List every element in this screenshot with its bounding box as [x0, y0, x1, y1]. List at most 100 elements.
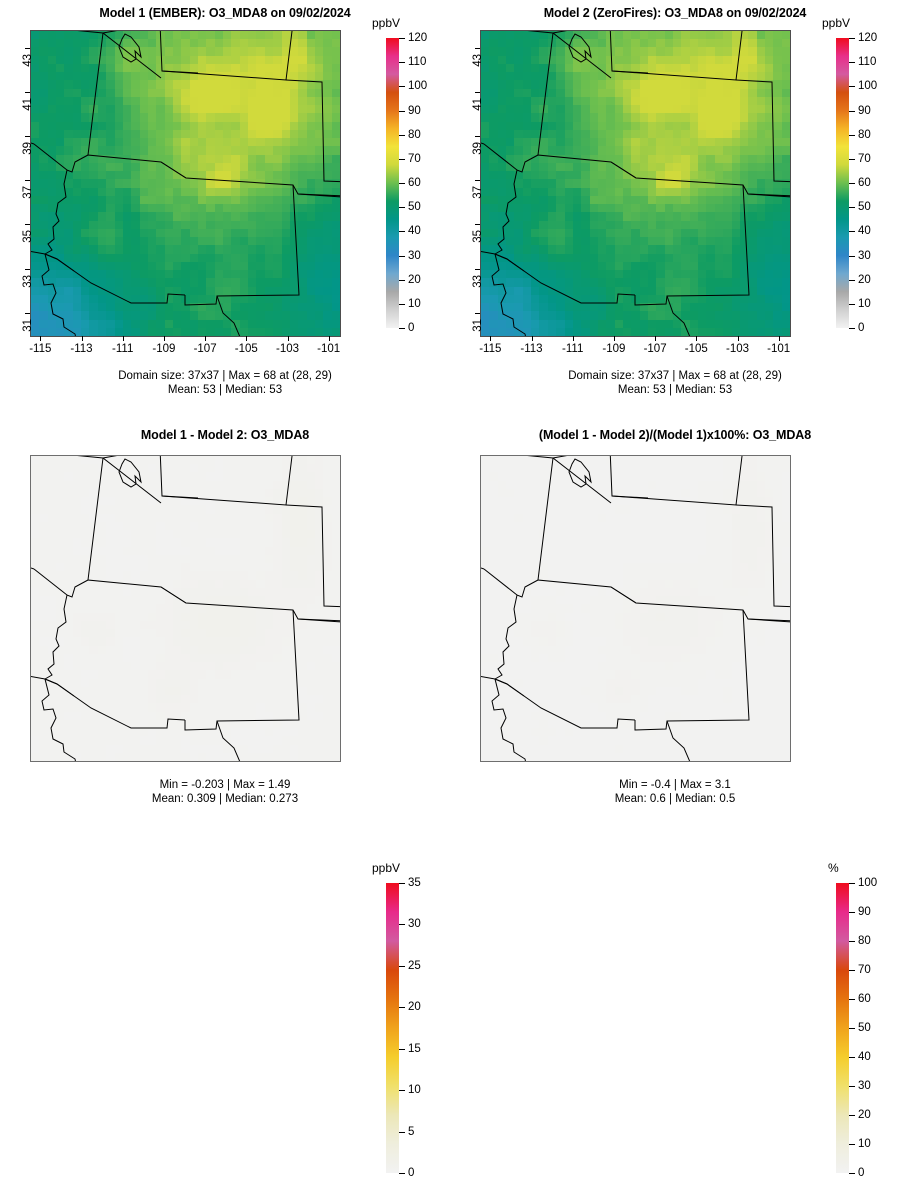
raster-cell [147, 319, 157, 328]
raster-cell [72, 662, 82, 671]
raster-cell [189, 319, 199, 328]
raster-cell [56, 736, 65, 745]
raster-cell [106, 237, 115, 246]
raster-cell [764, 554, 774, 564]
raster-cell [81, 204, 90, 213]
raster-cell [139, 546, 148, 555]
raster-cell [589, 612, 598, 621]
raster-cell [64, 327, 73, 336]
raster-cell [72, 96, 82, 106]
colorbar-tick-label: 90 [408, 104, 421, 117]
raster-cell [748, 554, 757, 564]
raster-cell [748, 47, 757, 56]
raster-cell [39, 629, 48, 638]
raster-cell [739, 212, 749, 221]
map-model2[interactable] [480, 30, 791, 337]
raster-cell [764, 464, 774, 473]
raster-cell [147, 286, 157, 295]
raster-cell [114, 645, 123, 654]
raster-cell [139, 212, 148, 221]
raster-cell [273, 629, 282, 638]
raster-cell [214, 319, 224, 328]
raster-cell [698, 212, 707, 221]
panel-difference: Model 1 - Model 2: O3_MDA8 [0, 420, 450, 1179]
raster-cell [764, 303, 774, 312]
raster-cell [81, 261, 90, 271]
map-model1[interactable] [30, 30, 341, 337]
raster-cell [106, 563, 115, 572]
colorbar-tick-label: 20 [858, 273, 871, 286]
raster-cell [81, 72, 90, 81]
raster-cell [206, 80, 215, 89]
raster-cell [614, 212, 623, 221]
raster-cell [514, 55, 523, 64]
raster-cell [331, 303, 340, 312]
raster-cell [531, 538, 540, 547]
raster-cell [206, 464, 215, 473]
raster-cell [323, 303, 332, 312]
raster-cell [314, 703, 324, 712]
raster-cell [47, 278, 57, 287]
raster-cell [756, 488, 765, 498]
raster-cell [564, 195, 573, 205]
raster-cell [223, 678, 232, 687]
raster-cell [223, 497, 232, 506]
raster-cell [514, 563, 523, 572]
raster-cell [773, 456, 782, 465]
raster-cell [547, 521, 557, 531]
raster-cell [273, 596, 282, 605]
map-percent-difference[interactable] [480, 455, 791, 762]
raster-cell [323, 261, 332, 271]
raster-cell [648, 456, 657, 465]
raster-cell [664, 162, 674, 172]
raster-cell [506, 88, 515, 97]
raster-cell [281, 162, 290, 172]
raster-cell [698, 579, 707, 588]
raster-cell [522, 129, 532, 139]
raster-cell [664, 327, 674, 336]
raster-cell [56, 554, 65, 564]
raster-cell [681, 513, 690, 522]
raster-cell [256, 670, 265, 679]
raster-cell [781, 195, 790, 205]
raster-cell [131, 303, 140, 312]
raster-cell [506, 47, 515, 56]
raster-cell [723, 228, 732, 238]
raster-cell [648, 228, 657, 238]
raster-cell [547, 55, 557, 64]
raster-cell [97, 530, 107, 539]
raster-cell [72, 530, 82, 539]
raster-cell [248, 546, 257, 555]
raster-cell [31, 719, 40, 729]
raster-cell [56, 579, 65, 588]
raster-cell [214, 686, 224, 696]
raster-cell [714, 488, 724, 498]
raster-cell [597, 286, 607, 295]
raster-cell [106, 513, 115, 522]
raster-cell [273, 278, 282, 287]
raster-cell [231, 604, 240, 613]
map-difference[interactable] [30, 455, 341, 762]
raster-cell [656, 521, 665, 531]
raster-cell [331, 670, 340, 679]
raster-cell [198, 121, 207, 130]
raster-cell [323, 464, 332, 473]
raster-cell [323, 612, 332, 621]
raster-cell [223, 72, 232, 81]
raster-cell [564, 596, 573, 605]
raster-cell [323, 670, 332, 679]
raster-cell [64, 138, 73, 147]
raster-cell [106, 138, 115, 147]
raster-cell [539, 179, 548, 188]
raster-cell [81, 736, 90, 745]
raster-cell [198, 311, 207, 320]
raster-cell [47, 629, 57, 638]
raster-cell [681, 204, 690, 213]
raster-cell [223, 752, 232, 761]
raster-cell [706, 456, 715, 465]
raster-cell [198, 105, 207, 114]
raster-cell [264, 55, 274, 64]
raster-cell [231, 80, 240, 89]
raster-cell [656, 538, 665, 547]
raster-cell [314, 670, 324, 679]
